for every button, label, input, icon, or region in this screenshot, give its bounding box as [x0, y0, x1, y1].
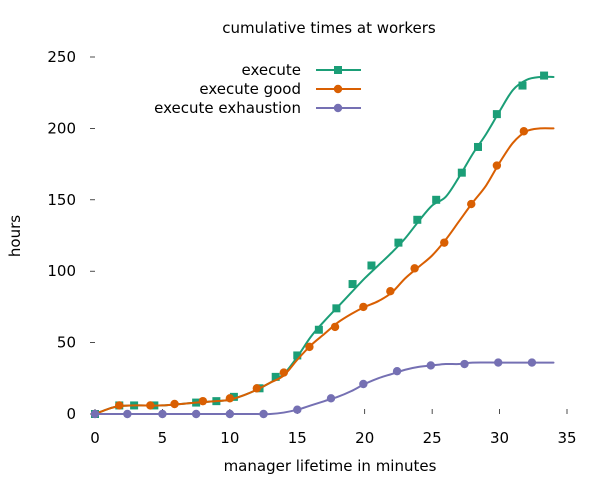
data-point-execute-good: [146, 401, 155, 410]
data-point-execute: [473, 142, 482, 151]
x-tick-label: 25: [423, 429, 442, 447]
data-point-execute: [229, 392, 238, 401]
x-tick-labels: 0 5 10 15 20 25 30 35: [90, 429, 576, 447]
data-point-execute-exhaustion: [293, 405, 302, 414]
legend-label-execute-good: execute good: [199, 80, 301, 98]
data-point-execute-exhaustion: [326, 394, 336, 403]
data-point-execute-exhaustion: [359, 379, 368, 389]
x-axis-label: manager lifetime in minutes: [224, 457, 437, 475]
data-point-execute-exhaustion: [259, 409, 268, 419]
data-point-execute: [540, 71, 549, 80]
data-point-execute-good: [440, 238, 449, 247]
legend-label-execute: execute: [242, 61, 301, 79]
data-point-execute: [432, 195, 441, 204]
data-point-execute-exhaustion: [191, 409, 201, 419]
data-point-execute: [518, 81, 527, 90]
data-point-execute: [457, 168, 466, 177]
data-point-execute-good: [492, 161, 502, 170]
data-point-execute: [394, 238, 403, 247]
series-group: [90, 71, 555, 419]
x-tick-label: 5: [158, 429, 168, 447]
y-tick-label: 0: [66, 405, 76, 423]
data-point-execute-exhaustion: [158, 409, 167, 419]
y-tick-label: 150: [47, 191, 76, 209]
data-point-execute: [413, 215, 422, 224]
x-tick-label: 35: [557, 429, 576, 447]
data-point-execute-good: [410, 264, 419, 273]
series-line-execute-good: [94, 127, 555, 415]
data-point-execute: [348, 280, 357, 289]
series-execute-exhaustion: [90, 358, 555, 419]
y-tick-label: 250: [47, 48, 76, 66]
data-point-execute-exhaustion: [426, 361, 435, 370]
data-point-execute: [367, 261, 376, 270]
x-tick-label: 10: [220, 429, 239, 447]
data-point-execute-exhaustion: [392, 366, 402, 376]
x-tick-label: 20: [355, 429, 374, 447]
data-point-execute-good: [170, 399, 179, 409]
data-point-execute: [314, 325, 323, 334]
y-tick-label: 100: [47, 262, 76, 280]
legend-item-execute: execute: [242, 61, 361, 79]
data-point-execute-exhaustion: [527, 358, 537, 367]
data-point-execute-good: [467, 199, 476, 209]
x-tick-label: 15: [288, 429, 307, 447]
tick-marks: [90, 56, 568, 415]
data-point-execute: [492, 110, 501, 119]
data-point-execute: [293, 351, 302, 360]
y-axis-label: hours: [6, 215, 24, 257]
data-point-execute-good: [225, 394, 235, 403]
series-line-execute-exhaustion: [94, 361, 555, 416]
x-tick-label: 30: [490, 429, 509, 447]
y-tick-label: 50: [57, 334, 76, 352]
series-execute: [91, 71, 555, 418]
y-tick-labels: 0 50 100 150 200 250: [47, 48, 76, 423]
data-point-execute-exhaustion: [494, 358, 503, 367]
y-tick-label: 200: [47, 119, 76, 137]
series-execute-good: [94, 127, 555, 415]
data-point-execute-good: [386, 286, 395, 296]
legend-item-execute-good: execute good: [199, 80, 361, 98]
chart-title: cumulative times at workers: [222, 19, 436, 37]
data-point-execute-good: [198, 396, 208, 406]
data-point-execute-good: [279, 368, 288, 377]
data-point-execute-exhaustion: [123, 409, 132, 419]
legend-label-execute-exhaustion: execute exhaustion: [154, 99, 301, 117]
data-point-execute-good: [115, 401, 124, 410]
data-point-execute-good: [305, 342, 314, 352]
data-point-execute-good: [330, 322, 340, 332]
legend-marker-execute-exhaustion: [333, 103, 343, 113]
data-point-execute-exhaustion: [90, 409, 100, 419]
data-point-execute-good: [252, 384, 262, 393]
data-point-execute-exhaustion: [460, 359, 469, 369]
legend-item-execute-exhaustion: execute exhaustion: [154, 99, 361, 117]
data-point-execute-exhaustion: [225, 409, 235, 419]
data-point-execute-good: [519, 127, 529, 136]
x-tick-label: 0: [90, 429, 100, 447]
legend-marker-execute: [334, 66, 342, 74]
data-point-execute-good: [359, 302, 368, 312]
data-point-execute: [332, 304, 341, 313]
legend-marker-execute-good: [333, 84, 343, 94]
data-point-execute: [271, 372, 280, 381]
